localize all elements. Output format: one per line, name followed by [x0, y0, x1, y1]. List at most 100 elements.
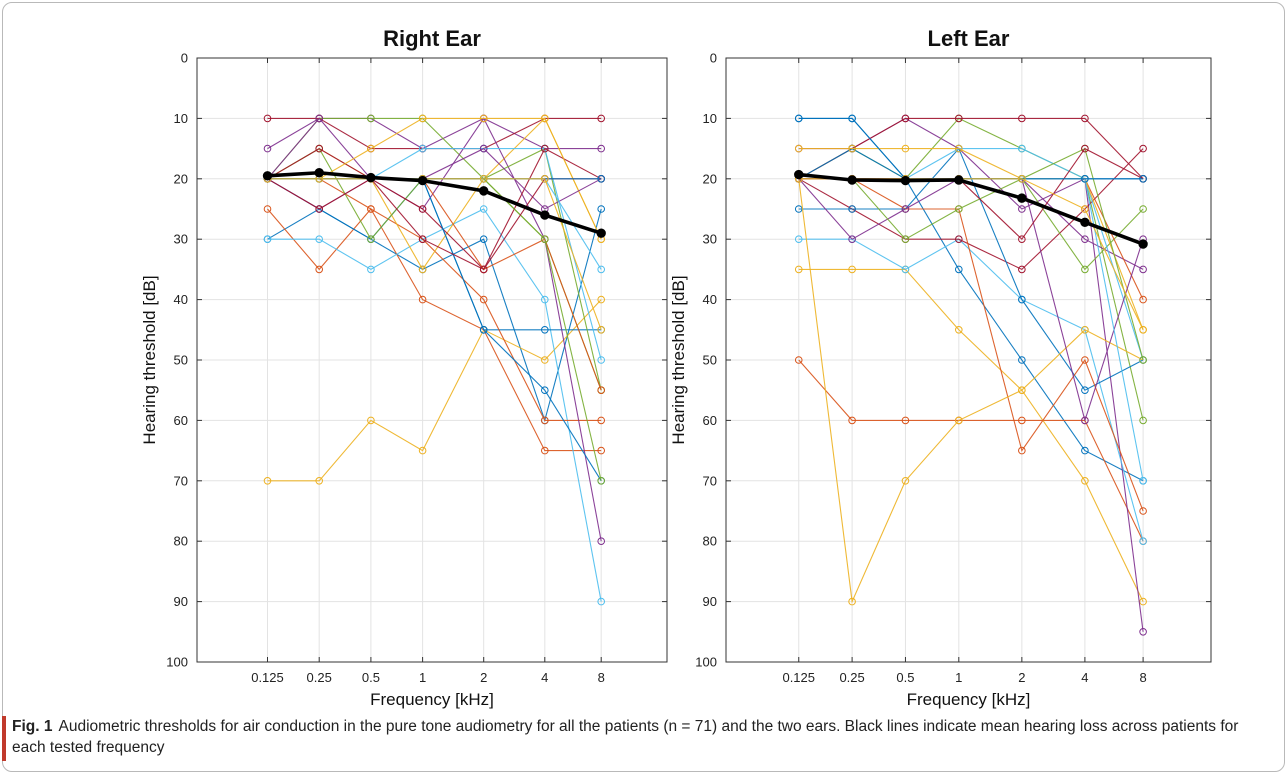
x-tick-label: 0.125 [251, 670, 284, 685]
figure-caption: Fig. 1 Audiometric thresholds for air con… [12, 716, 1242, 758]
patient-data-point [794, 235, 803, 243]
patient-data-point [418, 295, 427, 304]
x-tick-label: 0.125 [782, 670, 815, 685]
chart-panel-left-ear: 0 10 20 30 40 50 60 70 80 90 100 0.125 0.25 0.5 1 2 4 8 Le… [669, 26, 1212, 709]
patient-data-point [597, 386, 606, 395]
x-tick-label: 4 [1081, 670, 1088, 685]
x-tick-label: 0.25 [307, 670, 332, 685]
patient-data-point [901, 416, 910, 425]
patient-series-line [267, 148, 602, 361]
mean-data-point [954, 175, 964, 185]
chart-title: Left Ear [928, 26, 1010, 51]
patient-data-point [541, 144, 549, 153]
mean-data-point [596, 228, 606, 238]
patient-data-point [597, 597, 606, 606]
patient-data-point [848, 416, 856, 425]
caption-label: Fig. 1 [12, 718, 53, 735]
patient-data-point [901, 265, 910, 274]
patient-data-point [597, 356, 606, 364]
patient-data-point [848, 597, 856, 606]
y-tick-label: 0 [181, 51, 188, 66]
patient-data-point [794, 356, 803, 364]
patient-data-point [479, 205, 488, 213]
patient-data-point [1139, 175, 1147, 183]
y-tick-label: 20 [174, 171, 188, 186]
patient-data-point [955, 235, 963, 243]
patient-data-point [315, 205, 324, 213]
y-tick-label: 80 [703, 534, 717, 549]
patient-data-point [597, 175, 606, 183]
patient-data-point [1018, 235, 1026, 243]
patient-data-point [597, 144, 606, 153]
patient-data-point [479, 144, 488, 153]
patient-data-point [1081, 326, 1089, 334]
x-axis-label: Frequency [kHz] [907, 690, 1031, 709]
patient-series-line [267, 178, 602, 330]
mean-data-point [479, 186, 489, 196]
patient-data-point [541, 356, 549, 364]
patient-data-point [263, 114, 272, 123]
patient-data-point [1139, 265, 1147, 274]
patient-data-point [848, 235, 856, 243]
patient-data-point [848, 144, 856, 153]
patient-data-point [794, 144, 803, 153]
patient-data-point [1139, 477, 1147, 485]
mean-data-point [794, 169, 804, 180]
patient-data-point [479, 235, 488, 243]
patient-data-point [1139, 628, 1147, 636]
patient-series-line [267, 117, 602, 391]
x-tick-label: 8 [1139, 670, 1146, 685]
mean-data-point [262, 171, 273, 181]
patient-data-point [541, 295, 549, 304]
x-tick-label: 4 [541, 670, 548, 685]
patient-series-line [798, 268, 1144, 602]
patient-data-point [794, 265, 803, 274]
patient-data-point [367, 114, 375, 123]
patient-data-point [597, 537, 606, 546]
patient-data-point [1081, 446, 1089, 455]
patient-data-point [1018, 386, 1026, 395]
patient-series-line [267, 299, 602, 482]
y-tick-label: 0 [710, 51, 717, 66]
y-tick-label: 50 [703, 353, 717, 368]
patient-data-point [848, 114, 856, 123]
x-tick-label: 8 [598, 670, 605, 685]
patient-data-point [263, 235, 272, 243]
patient-data-point [1081, 235, 1089, 243]
patient-data-point [263, 477, 272, 485]
y-axis-label: Hearing threshold [dB] [140, 275, 159, 444]
y-tick-label: 90 [174, 594, 188, 609]
patient-data-point [597, 446, 606, 455]
patient-data-point [901, 477, 910, 485]
y-tick-label: 10 [174, 111, 188, 126]
mean-data-point [900, 175, 911, 186]
y-tick-label: 90 [703, 594, 717, 609]
patient-data-point [1018, 446, 1026, 455]
patient-data-point [1018, 144, 1026, 153]
patient-data-point [794, 114, 803, 123]
patient-data-point [479, 295, 488, 304]
y-tick-label: 80 [174, 534, 188, 549]
x-tick-label: 2 [480, 670, 487, 685]
patient-data-point [1018, 356, 1026, 364]
patient-data-point [901, 114, 910, 123]
patient-data-point [367, 265, 375, 274]
patient-data-point [901, 144, 910, 153]
patient-data-point [1139, 597, 1147, 606]
patient-series-line [267, 208, 602, 423]
caption-accent [2, 716, 6, 761]
patient-data-point [418, 235, 427, 243]
patient-data-point [955, 265, 963, 274]
patient-data-point [315, 235, 324, 243]
chart-panel-right-ear: 0 10 20 30 40 50 60 70 80 90 100 0.125 0.25 0.5 1 2 4 8 Ri… [140, 26, 668, 709]
patient-data-point [541, 416, 549, 425]
patient-data-point [597, 265, 606, 274]
patient-data-point [955, 144, 963, 153]
patient-data-point [955, 326, 963, 334]
patient-data-point [315, 144, 324, 153]
patient-data-point [315, 114, 324, 123]
patient-data-point [1139, 416, 1147, 425]
patient-series-line [267, 147, 602, 271]
patient-data-point [541, 235, 549, 243]
